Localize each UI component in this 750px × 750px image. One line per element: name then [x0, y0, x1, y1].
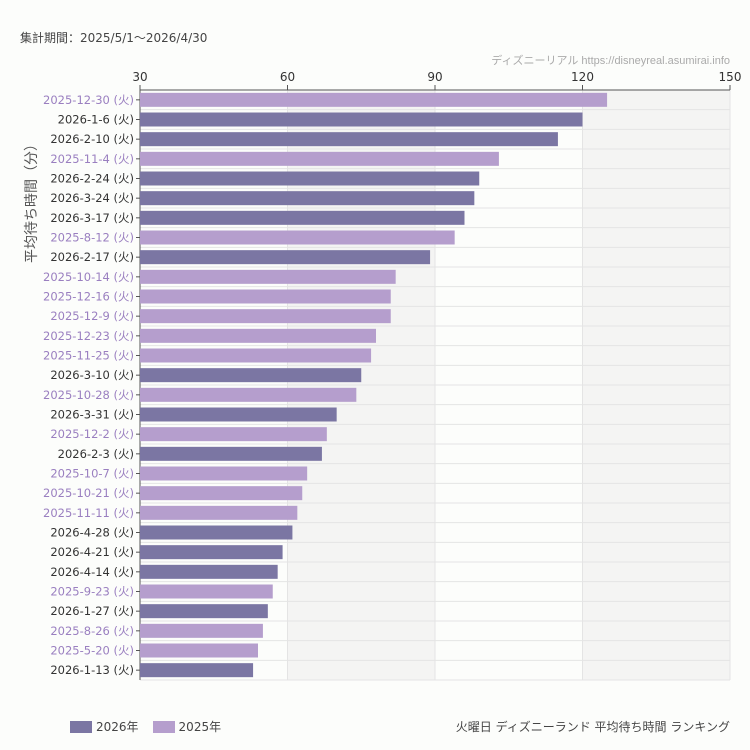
- bar: [140, 368, 362, 383]
- legend-swatch: [70, 720, 92, 733]
- y-tick-label: 2026-2-10 (火): [50, 132, 134, 146]
- y-tick-label: 2026-2-24 (火): [50, 172, 134, 186]
- site-credit: ディズニーリアル https://disneyreal.asumirai.inf…: [491, 55, 730, 67]
- legend-label: 2025年: [178, 720, 222, 734]
- bar: [140, 427, 327, 442]
- y-tick-label: 2025-10-14 (火): [43, 270, 134, 284]
- x-tick-label: 120: [571, 70, 594, 84]
- y-tick-label: 2025-10-7 (火): [50, 467, 134, 481]
- legend-item-2026: 2026年: [70, 718, 139, 735]
- bar: [140, 132, 558, 147]
- legend-swatch: [152, 720, 175, 733]
- legend-label: 2026年: [96, 720, 139, 734]
- y-axis-label: 平均待ち時間（分）: [24, 137, 40, 263]
- bar: [140, 407, 337, 422]
- bar: [140, 604, 268, 619]
- legend: 2026年 2025年: [70, 718, 221, 735]
- bar: [140, 171, 480, 186]
- bar: [140, 191, 475, 206]
- bar: [140, 663, 254, 678]
- y-tick-label: 2026-4-21 (火): [50, 545, 134, 559]
- y-tick-label: 2025-12-9 (火): [50, 309, 134, 323]
- bar: [140, 309, 391, 324]
- y-tick-label: 2026-2-17 (火): [50, 250, 134, 264]
- y-tick-label: 2025-9-23 (火): [50, 585, 134, 599]
- bar: [140, 623, 263, 638]
- y-tick-label: 2026-1-13 (火): [50, 663, 134, 677]
- y-tick-label: 2026-3-31 (火): [50, 408, 134, 422]
- x-tick-label: 150: [719, 70, 742, 84]
- x-tick-label: 90: [427, 70, 442, 84]
- y-tick-label: 2026-1-6 (火): [58, 113, 134, 127]
- y-tick-label: 2025-8-12 (火): [50, 231, 134, 245]
- bar: [140, 151, 499, 166]
- y-tick-label: 2025-11-11 (火): [43, 506, 134, 520]
- bar: [140, 446, 322, 461]
- y-tick-label: 2025-10-21 (火): [43, 486, 134, 500]
- bar: [140, 564, 278, 579]
- bar: [140, 210, 465, 225]
- y-tick-label: 2025-10-28 (火): [43, 388, 134, 402]
- bar: [140, 92, 608, 107]
- bar: [140, 269, 396, 284]
- y-tick-label: 2026-4-28 (火): [50, 526, 134, 540]
- y-tick-label: 2026-3-24 (火): [50, 191, 134, 205]
- y-tick-label: 2026-3-17 (火): [50, 211, 134, 225]
- bar: [140, 466, 308, 481]
- period-label: 集計期間：2025/5/1〜2026/4/30: [20, 31, 208, 45]
- bar: [140, 230, 455, 245]
- y-tick-label: 2025-12-2 (火): [50, 427, 134, 441]
- bar: [140, 486, 303, 501]
- y-tick-label: 2026-2-3 (火): [58, 447, 134, 461]
- bar: [140, 348, 372, 363]
- bar: [140, 289, 391, 304]
- y-tick-label: 2025-12-30 (火): [43, 93, 134, 107]
- x-tick-label: 30: [132, 70, 147, 84]
- bar: [140, 525, 293, 540]
- y-tick-label: 2025-8-26 (火): [50, 624, 134, 638]
- y-tick-label: 2025-5-20 (火): [50, 644, 134, 658]
- bar: [140, 584, 273, 599]
- bar: [140, 250, 431, 265]
- bar: [140, 643, 258, 658]
- legend-item-2025: 2025年: [152, 718, 222, 735]
- y-tick-label: 2025-11-4 (火): [50, 152, 134, 166]
- bar: [140, 545, 283, 560]
- bar: [140, 112, 583, 127]
- y-tick-label: 2025-12-16 (火): [43, 290, 134, 304]
- x-tick-label: 60: [280, 70, 295, 84]
- y-tick-label: 2025-11-25 (火): [43, 349, 134, 363]
- chart-title: 火曜日 ディズニーランド 平均待ち時間 ランキング: [455, 720, 730, 734]
- y-tick-label: 2026-3-10 (火): [50, 368, 134, 382]
- bar: [140, 328, 376, 343]
- bar: [140, 387, 357, 402]
- y-tick-label: 2026-4-14 (火): [50, 565, 134, 579]
- y-tick-label: 2025-12-23 (火): [43, 329, 134, 343]
- bar: [140, 505, 298, 520]
- y-tick-label: 2026-1-27 (火): [50, 604, 134, 618]
